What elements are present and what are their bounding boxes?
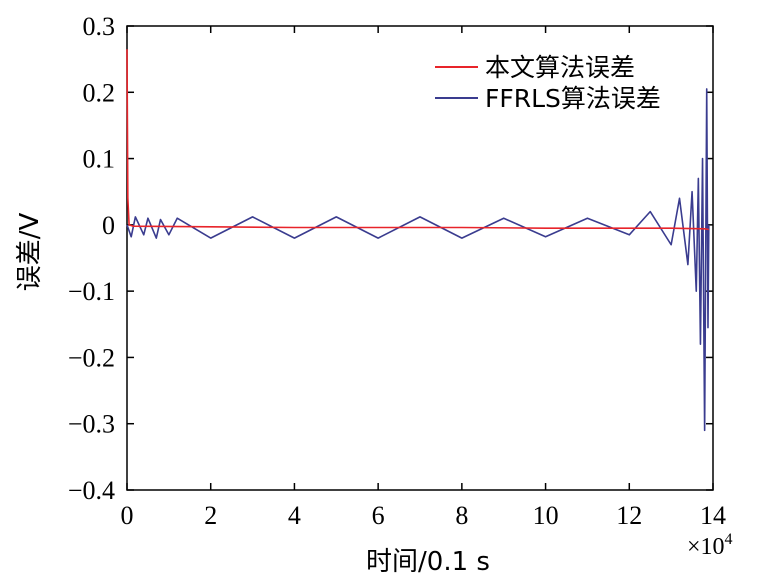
y-tick-label: 0.3 xyxy=(83,12,116,41)
plot-frame xyxy=(126,25,714,491)
y-tick-label: 0.2 xyxy=(83,78,116,107)
x-multiplier-exponent: 4 xyxy=(725,531,733,548)
x-multiplier-base: ×10 xyxy=(687,534,725,560)
x-tick-label: 12 xyxy=(616,501,642,530)
x-tick-label: 14 xyxy=(700,501,726,530)
y-axis-title: 误差/V xyxy=(15,213,45,292)
y-tick-label: −0.4 xyxy=(68,476,115,505)
y-tick-label: 0.1 xyxy=(83,145,116,174)
legend-label-series-0: 本文算法误差 xyxy=(485,53,635,82)
ticks: 0 2 4 6 8 10 12 14 0.3 0.2 0.1 0 −0.1 −0.2 −0.3 −0.4 xyxy=(68,12,726,530)
x-tick-label: 2 xyxy=(204,501,217,530)
x-tick-label: 6 xyxy=(372,501,385,530)
series-layer xyxy=(126,49,710,432)
y-tick-label: −0.2 xyxy=(68,343,115,372)
legend: 本文算法误差 FFRLS算法误差 xyxy=(435,53,661,113)
x-tick-label: 4 xyxy=(288,501,301,530)
x-axis-title: 时间/0.1 s xyxy=(366,547,490,577)
series-line-0 xyxy=(126,49,709,231)
y-tick-label: −0.3 xyxy=(68,410,115,439)
x-tick-label: 8 xyxy=(455,501,468,530)
x-tick-label: 0 xyxy=(121,501,134,530)
x-tick-label: 10 xyxy=(533,501,559,530)
y-tick-label: 0 xyxy=(102,211,115,240)
legend-label-series-1: FFRLS算法误差 xyxy=(485,84,661,113)
x-multiplier: ×104 xyxy=(687,531,733,560)
series-line-1 xyxy=(126,88,710,432)
y-tick-label: −0.1 xyxy=(68,277,115,306)
